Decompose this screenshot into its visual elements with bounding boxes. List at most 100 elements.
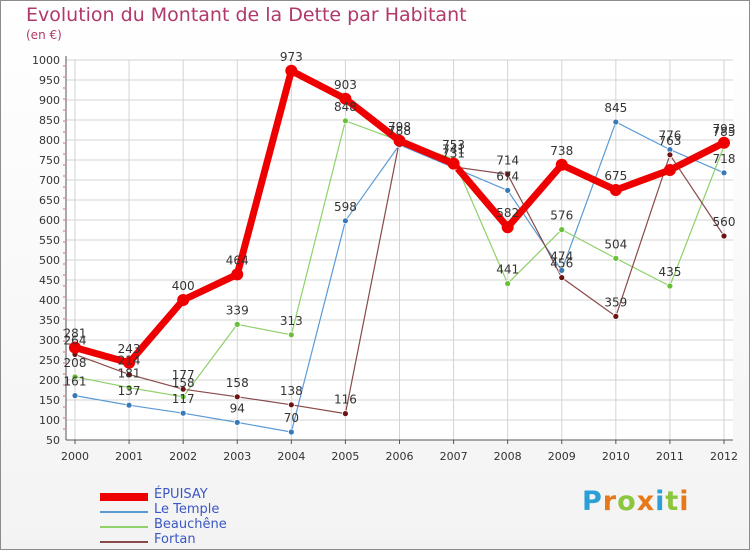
y-tick-label: 750 <box>39 154 60 167</box>
data-point <box>179 393 187 401</box>
logo-letter: o <box>617 486 637 517</box>
y-tick-label: 950 <box>39 74 60 87</box>
legend-item-beauchene: Beauchêne <box>100 517 360 534</box>
data-label: 776 <box>658 129 681 143</box>
data-point <box>555 158 568 171</box>
data-point <box>231 268 244 281</box>
y-tick-label: 450 <box>39 274 60 287</box>
data-point <box>612 118 620 126</box>
x-tick-label: 2012 <box>710 450 738 463</box>
legend-item-epuisay: ÉPUISAY <box>100 487 360 504</box>
data-label: 117 <box>172 392 195 406</box>
legend-label-fortan: Fortan <box>154 532 196 547</box>
data-point <box>285 64 298 77</box>
data-label: 208 <box>64 356 87 370</box>
data-label: 243 <box>118 342 141 356</box>
data-label: 674 <box>496 169 519 183</box>
data-point <box>339 92 352 105</box>
data-label: 158 <box>226 376 249 390</box>
x-tick-label: 2002 <box>169 450 197 463</box>
y-tick-label: 1000 <box>32 54 60 67</box>
data-point <box>125 384 133 392</box>
data-point <box>125 370 133 378</box>
legend-label-epuisay: ÉPUISAY <box>154 487 208 502</box>
data-label: 738 <box>550 144 573 158</box>
data-point <box>179 409 187 417</box>
y-tick-label: 900 <box>39 94 60 107</box>
data-label: 763 <box>658 134 681 148</box>
data-point <box>609 184 622 196</box>
data-label: 264 <box>64 333 87 347</box>
data-label: 456 <box>550 257 573 271</box>
data-point <box>71 392 79 400</box>
data-point <box>393 134 406 147</box>
logo-letter: i <box>655 486 666 517</box>
data-point <box>504 280 512 288</box>
data-label: 138 <box>280 384 303 398</box>
logo-letter: r <box>602 486 618 517</box>
x-tick-label: 2011 <box>656 450 684 463</box>
y-tick-label: 400 <box>39 294 60 307</box>
data-point <box>504 186 512 194</box>
legend-swatch-beauchene <box>100 526 148 528</box>
proxiti-logo: Proxiti <box>582 486 690 517</box>
data-point <box>558 226 566 234</box>
legend-label-beauchene: Beauchêne <box>154 517 227 532</box>
data-label: 70 <box>284 411 299 425</box>
y-tick-label: 100 <box>39 414 60 427</box>
data-label: 576 <box>550 209 573 223</box>
data-point <box>663 164 676 176</box>
legend-swatch-le-temple <box>100 511 148 513</box>
legend-item-le-temple: Le Temple <box>100 502 360 519</box>
data-label: 441 <box>496 263 519 277</box>
logo-letter: x <box>636 486 656 517</box>
legend-item-fortan: Fortan <box>100 532 360 549</box>
data-label: 903 <box>334 78 357 92</box>
data-label: 560 <box>713 215 736 229</box>
y-tick-label: 300 <box>39 334 60 347</box>
logo-letter: i <box>679 486 690 517</box>
x-tick-label: 2009 <box>548 450 576 463</box>
data-label: 598 <box>334 200 357 214</box>
data-label: 214 <box>118 353 141 367</box>
data-label: 339 <box>226 303 249 317</box>
data-point <box>342 217 349 225</box>
data-label: 731 <box>442 147 465 161</box>
x-tick-label: 2003 <box>223 450 251 463</box>
y-tick-label: 850 <box>39 114 60 127</box>
data-point <box>233 320 241 328</box>
data-point <box>501 221 514 234</box>
data-label: 714 <box>496 153 519 167</box>
data-label: 359 <box>604 295 627 309</box>
x-tick-label: 2007 <box>440 450 468 463</box>
data-point <box>447 157 460 170</box>
data-label: 281 <box>64 327 87 341</box>
y-tick-label: 500 <box>39 254 60 267</box>
data-point <box>666 282 674 290</box>
data-label: 845 <box>604 101 627 115</box>
data-label: 753 <box>442 138 465 152</box>
data-point <box>123 356 136 369</box>
data-label: 718 <box>713 152 736 166</box>
data-point <box>177 294 190 306</box>
data-point <box>718 136 730 149</box>
data-point <box>125 401 133 409</box>
legend-swatch-epuisay <box>100 493 148 501</box>
data-label: 137 <box>118 384 141 398</box>
data-point <box>558 266 566 274</box>
data-point <box>287 331 295 339</box>
y-tick-label: 600 <box>39 214 60 227</box>
data-label: 793 <box>713 122 736 136</box>
y-tick-label: 350 <box>39 314 60 327</box>
data-label: 400 <box>172 279 195 293</box>
data-label: 582 <box>496 206 519 220</box>
data-label: 675 <box>604 169 627 183</box>
data-label: 474 <box>550 249 573 263</box>
data-point <box>233 418 241 426</box>
y-tick-label: 150 <box>39 394 60 407</box>
y-tick-label: 700 <box>39 174 60 187</box>
data-point <box>612 312 620 320</box>
y-tick-label: 250 <box>39 354 60 367</box>
data-label: 788 <box>388 124 411 138</box>
data-label: 116 <box>334 393 357 407</box>
